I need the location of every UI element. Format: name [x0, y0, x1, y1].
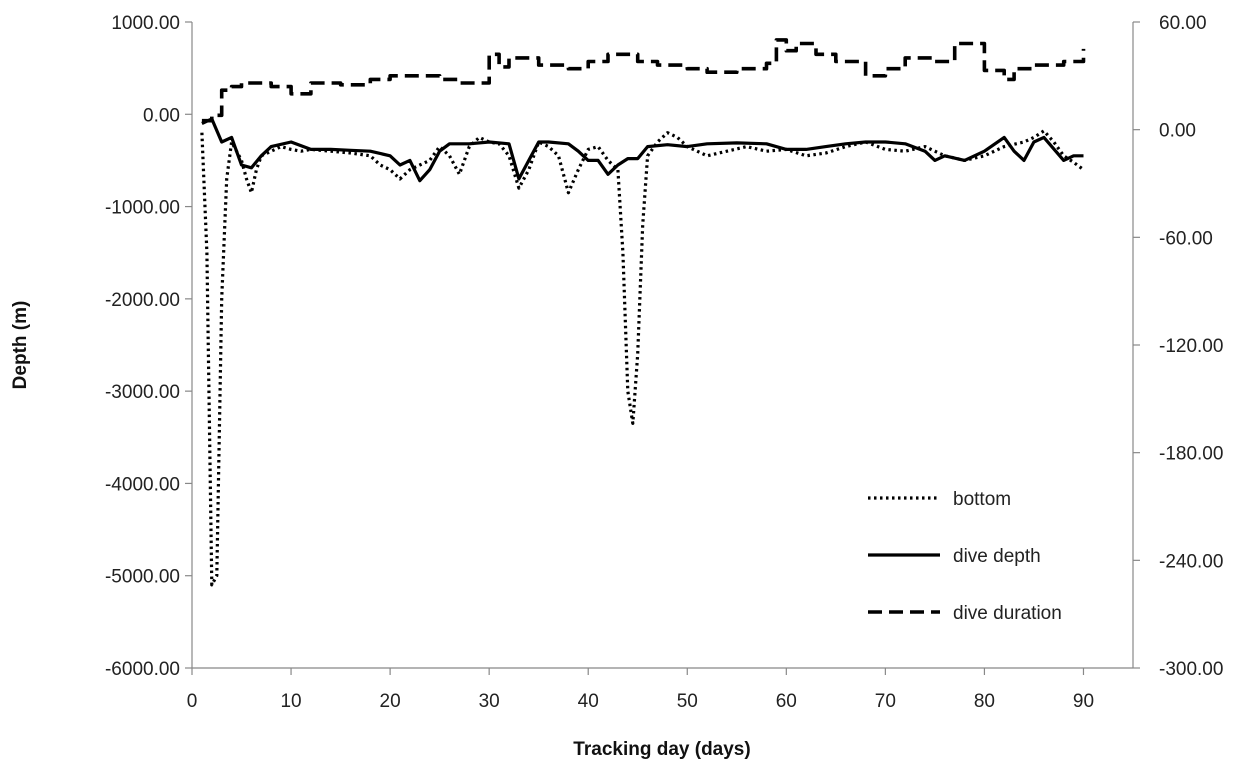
y-tick-label-left: -6000.00 — [105, 659, 180, 680]
x-tick-label: 50 — [677, 691, 698, 712]
y-tick-label-left: -1000.00 — [105, 198, 180, 219]
x-tick-label: 90 — [1073, 691, 1094, 712]
y-tick-label-left: -3000.00 — [105, 382, 180, 403]
x-tick-label: 80 — [974, 691, 995, 712]
x-tick-label: 30 — [479, 691, 500, 712]
y-tick-label-right: -120.00 — [1159, 336, 1223, 357]
legend-label: dive duration — [953, 603, 1062, 624]
y-tick-label-right: -300.00 — [1159, 659, 1223, 680]
legend-label: dive depth — [953, 546, 1041, 567]
axes: 1000.000.00-1000.00-2000.00-3000.00-4000… — [105, 13, 1223, 712]
y-tick-label-left: -2000.00 — [105, 290, 180, 311]
legend: bottom dive depth dive duration — [868, 489, 1062, 624]
legend-label: bottom — [953, 489, 1011, 510]
y-tick-label-left: -5000.00 — [105, 567, 180, 588]
x-tick-label: 40 — [578, 691, 599, 712]
y-tick-label-right: -240.00 — [1159, 551, 1223, 572]
y-tick-label-left: 1000.00 — [111, 13, 180, 34]
y-tick-label-left: 0.00 — [143, 105, 180, 126]
x-tick-label: 60 — [776, 691, 797, 712]
x-tick-label: 70 — [875, 691, 896, 712]
series-line-bottom — [200, 129, 1085, 587]
x-tick-label: 10 — [280, 691, 301, 712]
series-layer — [200, 38, 1086, 587]
x-tick-label: 20 — [380, 691, 401, 712]
series-line-dive-duration — [201, 38, 1086, 123]
y-tick-label-left: -4000.00 — [105, 474, 180, 495]
x-tick-label: 0 — [187, 691, 198, 712]
x-axis-title: Tracking day (days) — [573, 739, 750, 760]
y-tick-label-right: -180.00 — [1159, 444, 1223, 465]
series-line-dive-depth — [201, 117, 1084, 183]
y-tick-label-right: 60.00 — [1159, 13, 1207, 34]
y-tick-label-right: -60.00 — [1159, 228, 1213, 249]
y-axis-title: Depth (m) — [10, 301, 31, 390]
y-tick-label-right: 0.00 — [1159, 121, 1196, 142]
